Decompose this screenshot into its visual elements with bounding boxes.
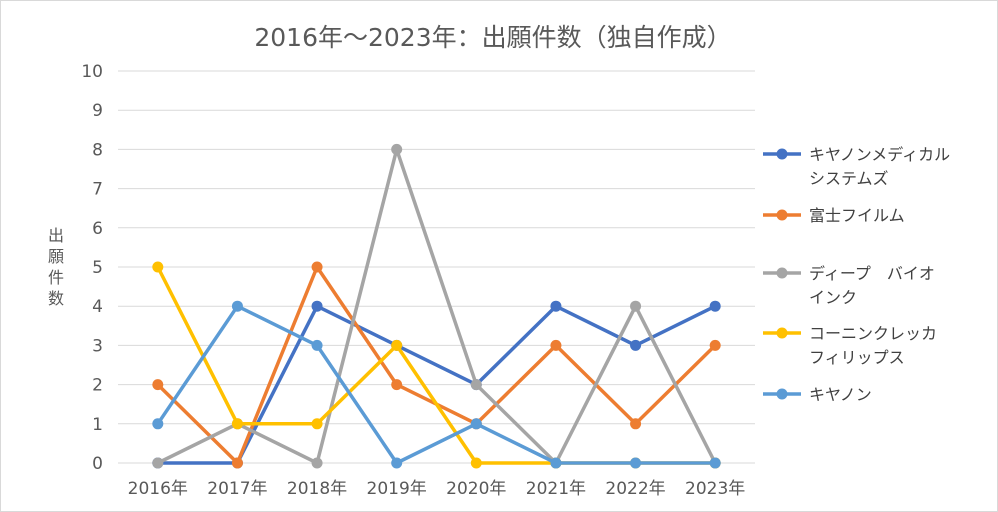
data-point <box>152 457 164 469</box>
legend-label: フィリップス <box>809 348 905 367</box>
data-point <box>311 457 323 469</box>
y-tick-label: 5 <box>92 258 103 278</box>
data-point <box>231 300 243 312</box>
x-tick-label: 2018年 <box>287 479 347 499</box>
data-point <box>550 339 562 351</box>
y-tick-label: 1 <box>92 415 103 435</box>
data-point <box>709 457 721 469</box>
data-point <box>391 379 403 391</box>
data-point <box>630 457 642 469</box>
x-tick-label: 2021年 <box>526 479 586 499</box>
data-point <box>470 418 482 430</box>
chart-title: 2016年〜2023年：出願件数（独自作成） <box>254 23 731 52</box>
y-tick-label: 6 <box>92 219 103 239</box>
data-point <box>630 300 642 312</box>
data-point <box>152 261 164 273</box>
series-lines <box>152 143 721 469</box>
data-point <box>231 457 243 469</box>
data-point <box>152 379 164 391</box>
legend-label: システムズ <box>809 169 889 188</box>
y-tick-label: 0 <box>92 454 103 474</box>
data-point <box>311 418 323 430</box>
x-tick-label: 2023年 <box>685 479 745 499</box>
data-point <box>391 457 403 469</box>
y-axis-label-char: 出 <box>48 226 64 245</box>
y-tick-label: 2 <box>92 376 103 396</box>
legend-label: キヤノンメディカル <box>809 145 950 164</box>
y-tick-label: 3 <box>92 336 103 356</box>
data-point <box>550 457 562 469</box>
x-tick-label: 2019年 <box>367 479 427 499</box>
legend-label: コーニンクレッカ <box>809 324 937 343</box>
y-tick-label: 7 <box>92 180 103 200</box>
legend-marker <box>776 267 788 279</box>
legend-label: 富士フイルム <box>809 206 905 225</box>
data-point <box>391 143 403 155</box>
series-line <box>156 147 717 465</box>
data-point <box>311 261 323 273</box>
data-point <box>709 339 721 351</box>
x-tick-label: 2020年 <box>446 479 506 499</box>
data-point <box>152 418 164 430</box>
y-axis-label-char: 件 <box>48 268 64 287</box>
series-line <box>156 304 717 465</box>
data-point <box>470 379 482 391</box>
x-tick-label: 2017年 <box>207 479 267 499</box>
x-tick-label: 2022年 <box>605 479 665 499</box>
data-point <box>391 339 403 351</box>
legend-marker <box>776 327 788 339</box>
y-tick-label: 8 <box>92 140 103 160</box>
data-point <box>550 300 562 312</box>
data-point <box>311 300 323 312</box>
y-axis-label-char: 願 <box>48 247 64 266</box>
legend-marker <box>776 388 788 400</box>
y-axis-label: 出願件数 <box>48 226 64 308</box>
data-point <box>470 457 482 469</box>
data-point <box>311 339 323 351</box>
data-point <box>709 300 721 312</box>
series-line <box>156 304 717 465</box>
data-point <box>630 339 642 351</box>
x-axis-ticks: 2016年 2017年 2018年 2019年 2020年 2021年 2022年 2023年 <box>128 479 746 499</box>
y-tick-label: 9 <box>92 101 103 121</box>
data-point <box>231 418 243 430</box>
y-axis-ticks: 0 1 2 3 4 5 6 7 8 9 10 <box>81 62 103 474</box>
y-tick-label: 10 <box>81 62 103 82</box>
legend-marker <box>776 148 788 160</box>
data-point <box>630 418 642 430</box>
legend-label: インク <box>809 288 857 307</box>
legend-marker <box>776 209 788 221</box>
y-axis-label-char: 数 <box>48 289 64 308</box>
legend-label: ディープ バイオ <box>809 264 935 283</box>
legend-label: キヤノン <box>809 385 872 404</box>
x-tick-label: 2016年 <box>128 479 188 499</box>
y-tick-label: 4 <box>92 297 103 317</box>
